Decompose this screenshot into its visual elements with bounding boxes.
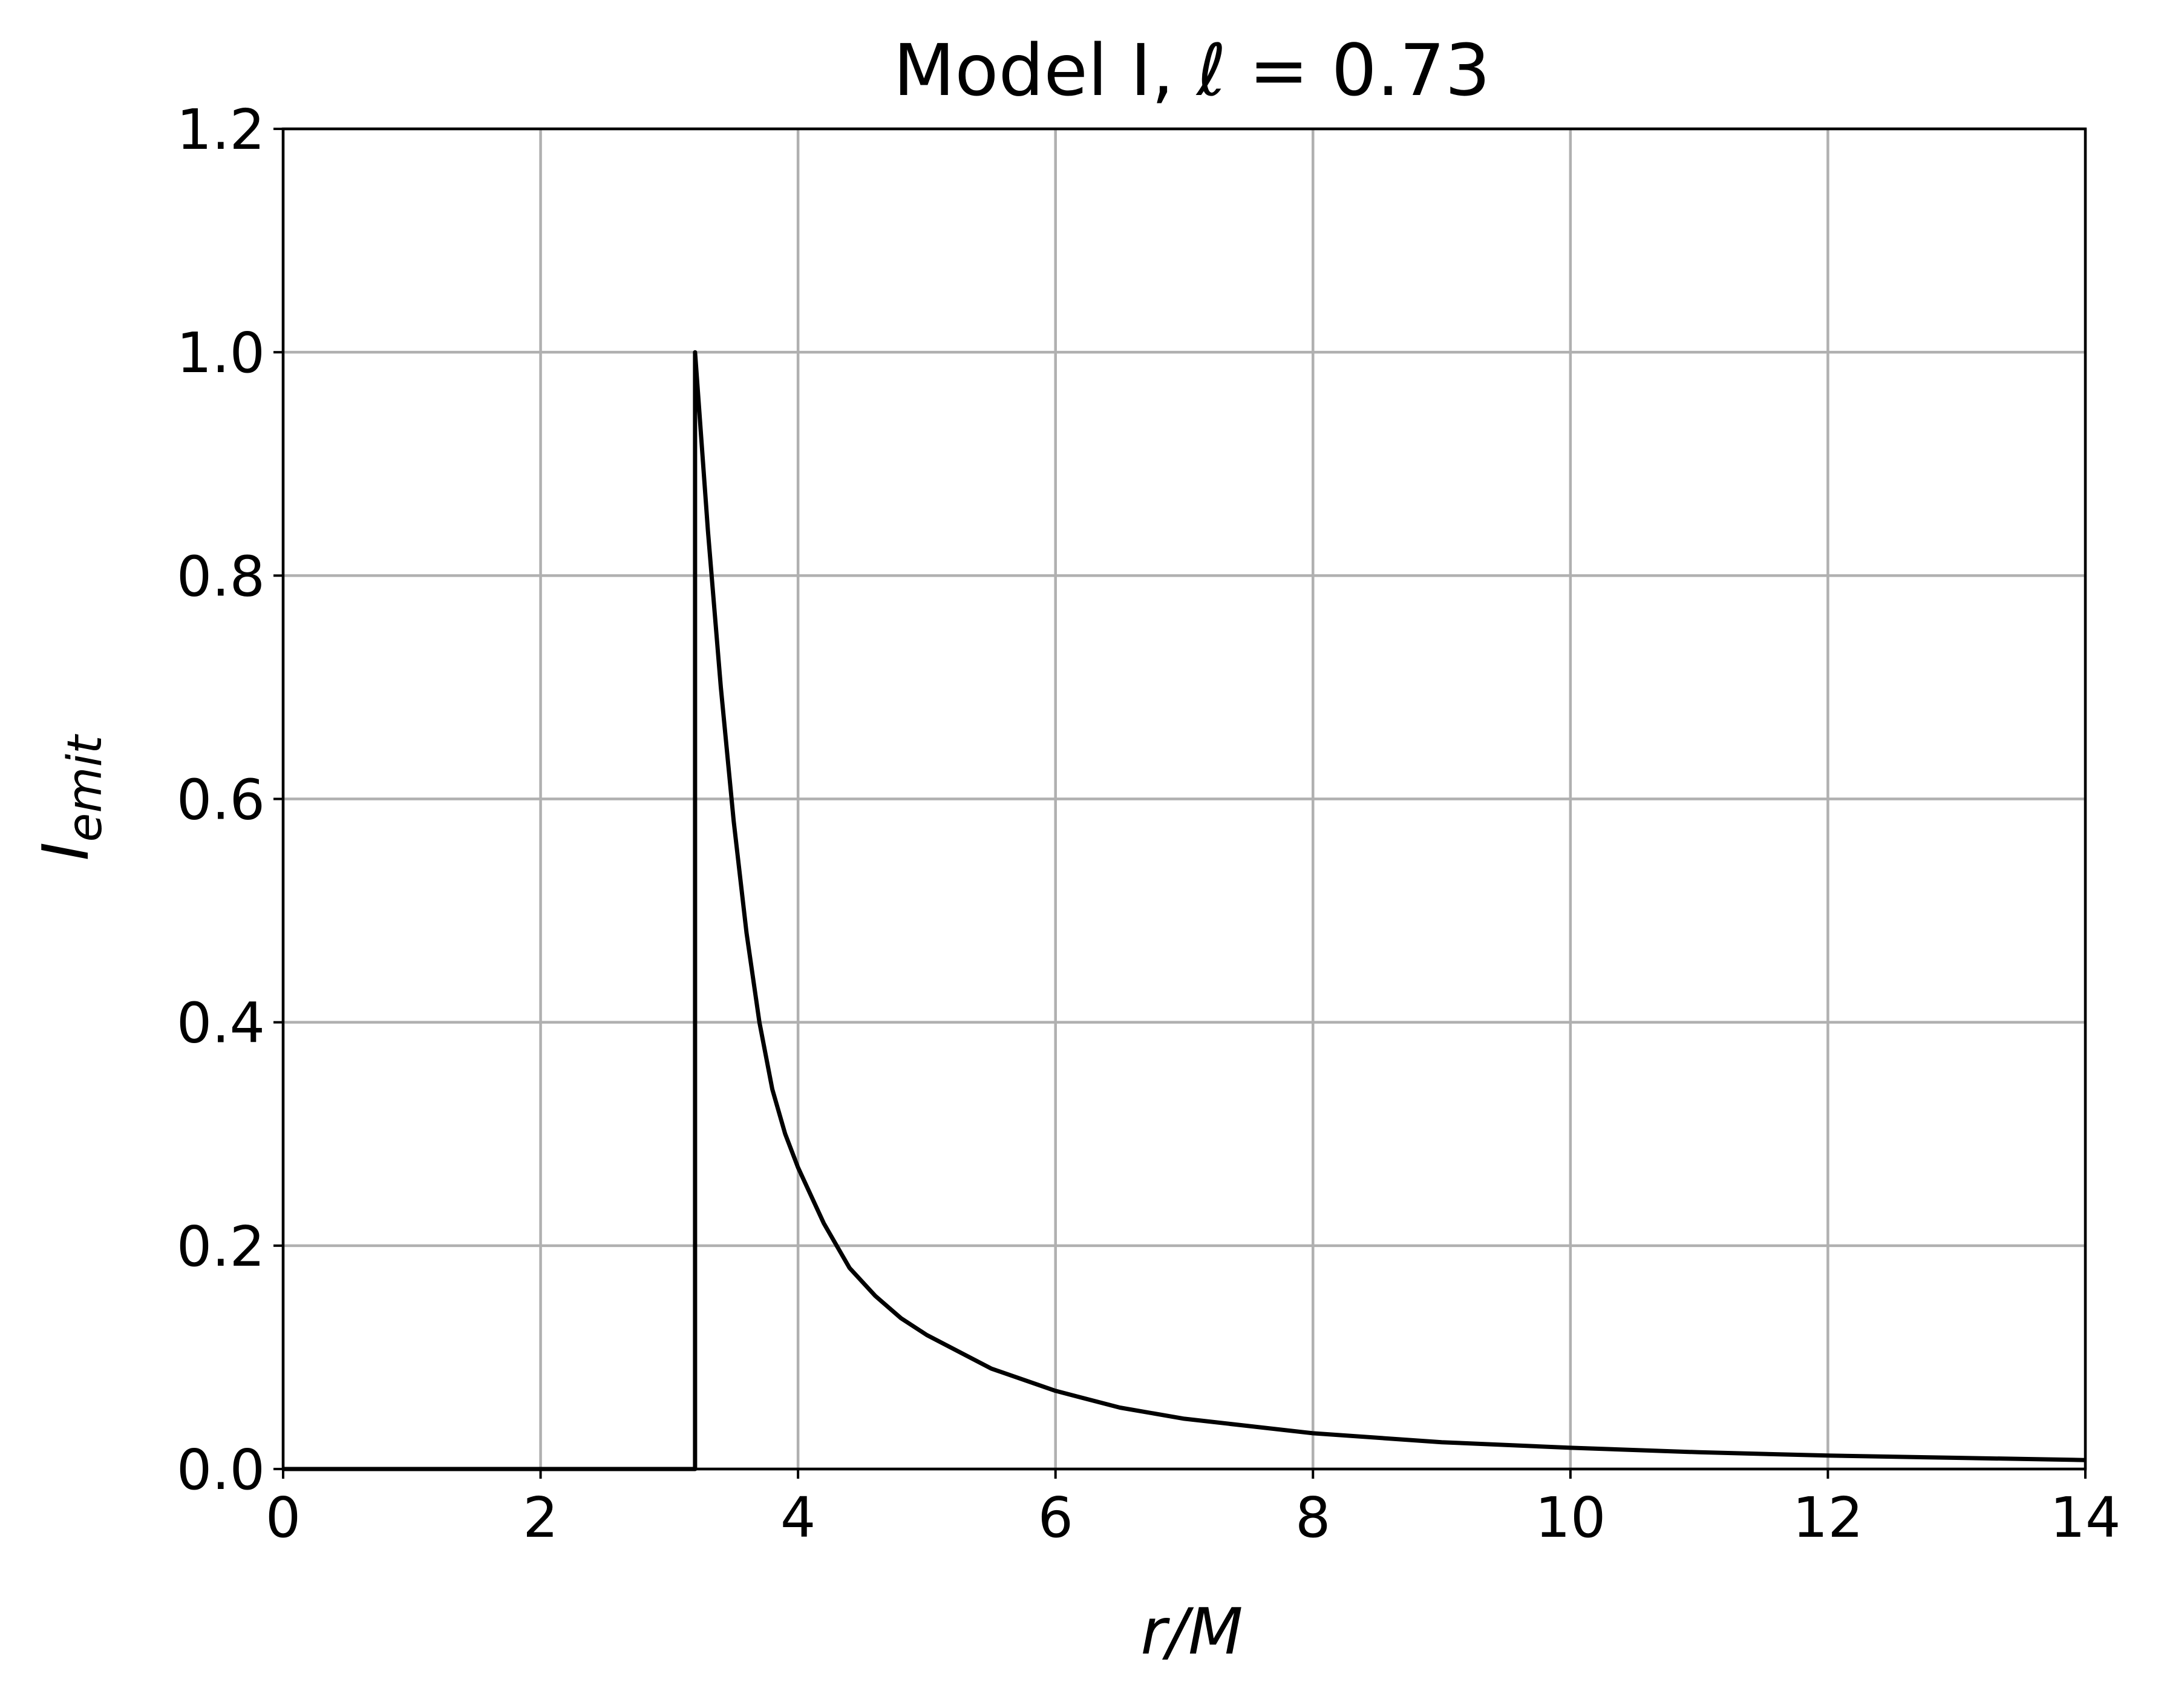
gridlines bbox=[281, 127, 2087, 1471]
y-tick-label: 0.8 bbox=[177, 544, 265, 609]
y-tick-label: 0.4 bbox=[177, 991, 265, 1056]
x-tick-label: 10 bbox=[1535, 1485, 1606, 1550]
y-axis-label-main: I bbox=[29, 842, 103, 861]
chart-title-symbol: ℓ bbox=[1195, 28, 1226, 112]
chart-title-suffix: = 0.73 bbox=[1226, 28, 1491, 112]
chart-title: Model I, ℓ = 0.73 bbox=[894, 28, 1491, 112]
x-tick-label: 14 bbox=[2050, 1485, 2120, 1550]
x-tick-label: 8 bbox=[1295, 1485, 1331, 1550]
x-tick-label: 4 bbox=[780, 1485, 816, 1550]
x-tick-labels: 0 2 4 6 8 10 12 14 bbox=[266, 1485, 2121, 1550]
ticks bbox=[273, 128, 2087, 1479]
y-tick-label: 1.0 bbox=[177, 321, 265, 385]
x-tick-label: 6 bbox=[1038, 1485, 1073, 1550]
y-axis-label-sub: emit bbox=[58, 734, 113, 842]
x-tick-label: 0 bbox=[266, 1485, 301, 1550]
series-layer bbox=[283, 350, 2086, 1471]
series-line bbox=[283, 350, 2086, 1471]
y-tick-label: 0.2 bbox=[177, 1214, 265, 1279]
y-tick-labels: 0.0 0.2 0.4 0.6 0.8 1.0 1.2 bbox=[177, 97, 265, 1502]
x-tick-label: 12 bbox=[1793, 1485, 1863, 1550]
y-tick-label: 0.6 bbox=[177, 768, 265, 833]
chart-title-prefix: Model I, bbox=[894, 28, 1197, 112]
x-axis-label: r/M bbox=[1140, 1595, 1243, 1669]
x-tick-label: 2 bbox=[523, 1485, 558, 1550]
y-tick-label: 1.2 bbox=[177, 97, 265, 162]
y-tick-label: 0.0 bbox=[177, 1438, 265, 1502]
y-axis-label: Iemit bbox=[29, 734, 113, 861]
